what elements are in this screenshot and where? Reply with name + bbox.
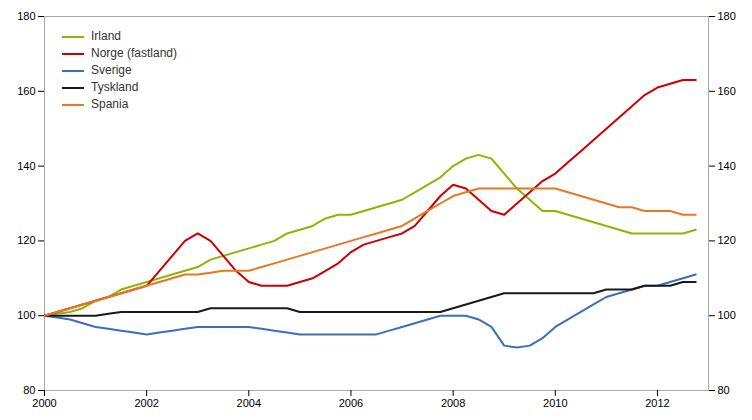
svg-text:2008: 2008 [441,397,465,409]
svg-text:80: 80 [23,384,35,396]
svg-text:2006: 2006 [339,397,363,409]
html-text:Spania: Spania [91,97,129,111]
svg-text:2000: 2000 [32,397,56,409]
svg-text:160: 160 [718,85,736,97]
svg-text:140: 140 [17,160,35,172]
svg-text:180: 180 [17,10,35,22]
svg-text:2012: 2012 [645,397,669,409]
svg-text:160: 160 [17,85,35,97]
svg-text:140: 140 [718,160,736,172]
svg-text:100: 100 [17,309,35,321]
html-text:Tyskland: Tyskland [91,80,139,94]
svg-text:2002: 2002 [134,397,158,409]
svg-text:2004: 2004 [237,397,261,409]
svg-text:80: 80 [718,384,730,396]
svg-text:120: 120 [718,234,736,246]
svg-text:120: 120 [17,234,35,246]
html-text:Irland: Irland [91,29,121,43]
svg-text:100: 100 [718,309,736,321]
html-text:Norge (fastland): Norge (fastland) [91,46,177,60]
html-text:Sverige: Sverige [91,63,132,77]
svg-text:180: 180 [718,10,736,22]
svg-text:2010: 2010 [543,397,567,409]
